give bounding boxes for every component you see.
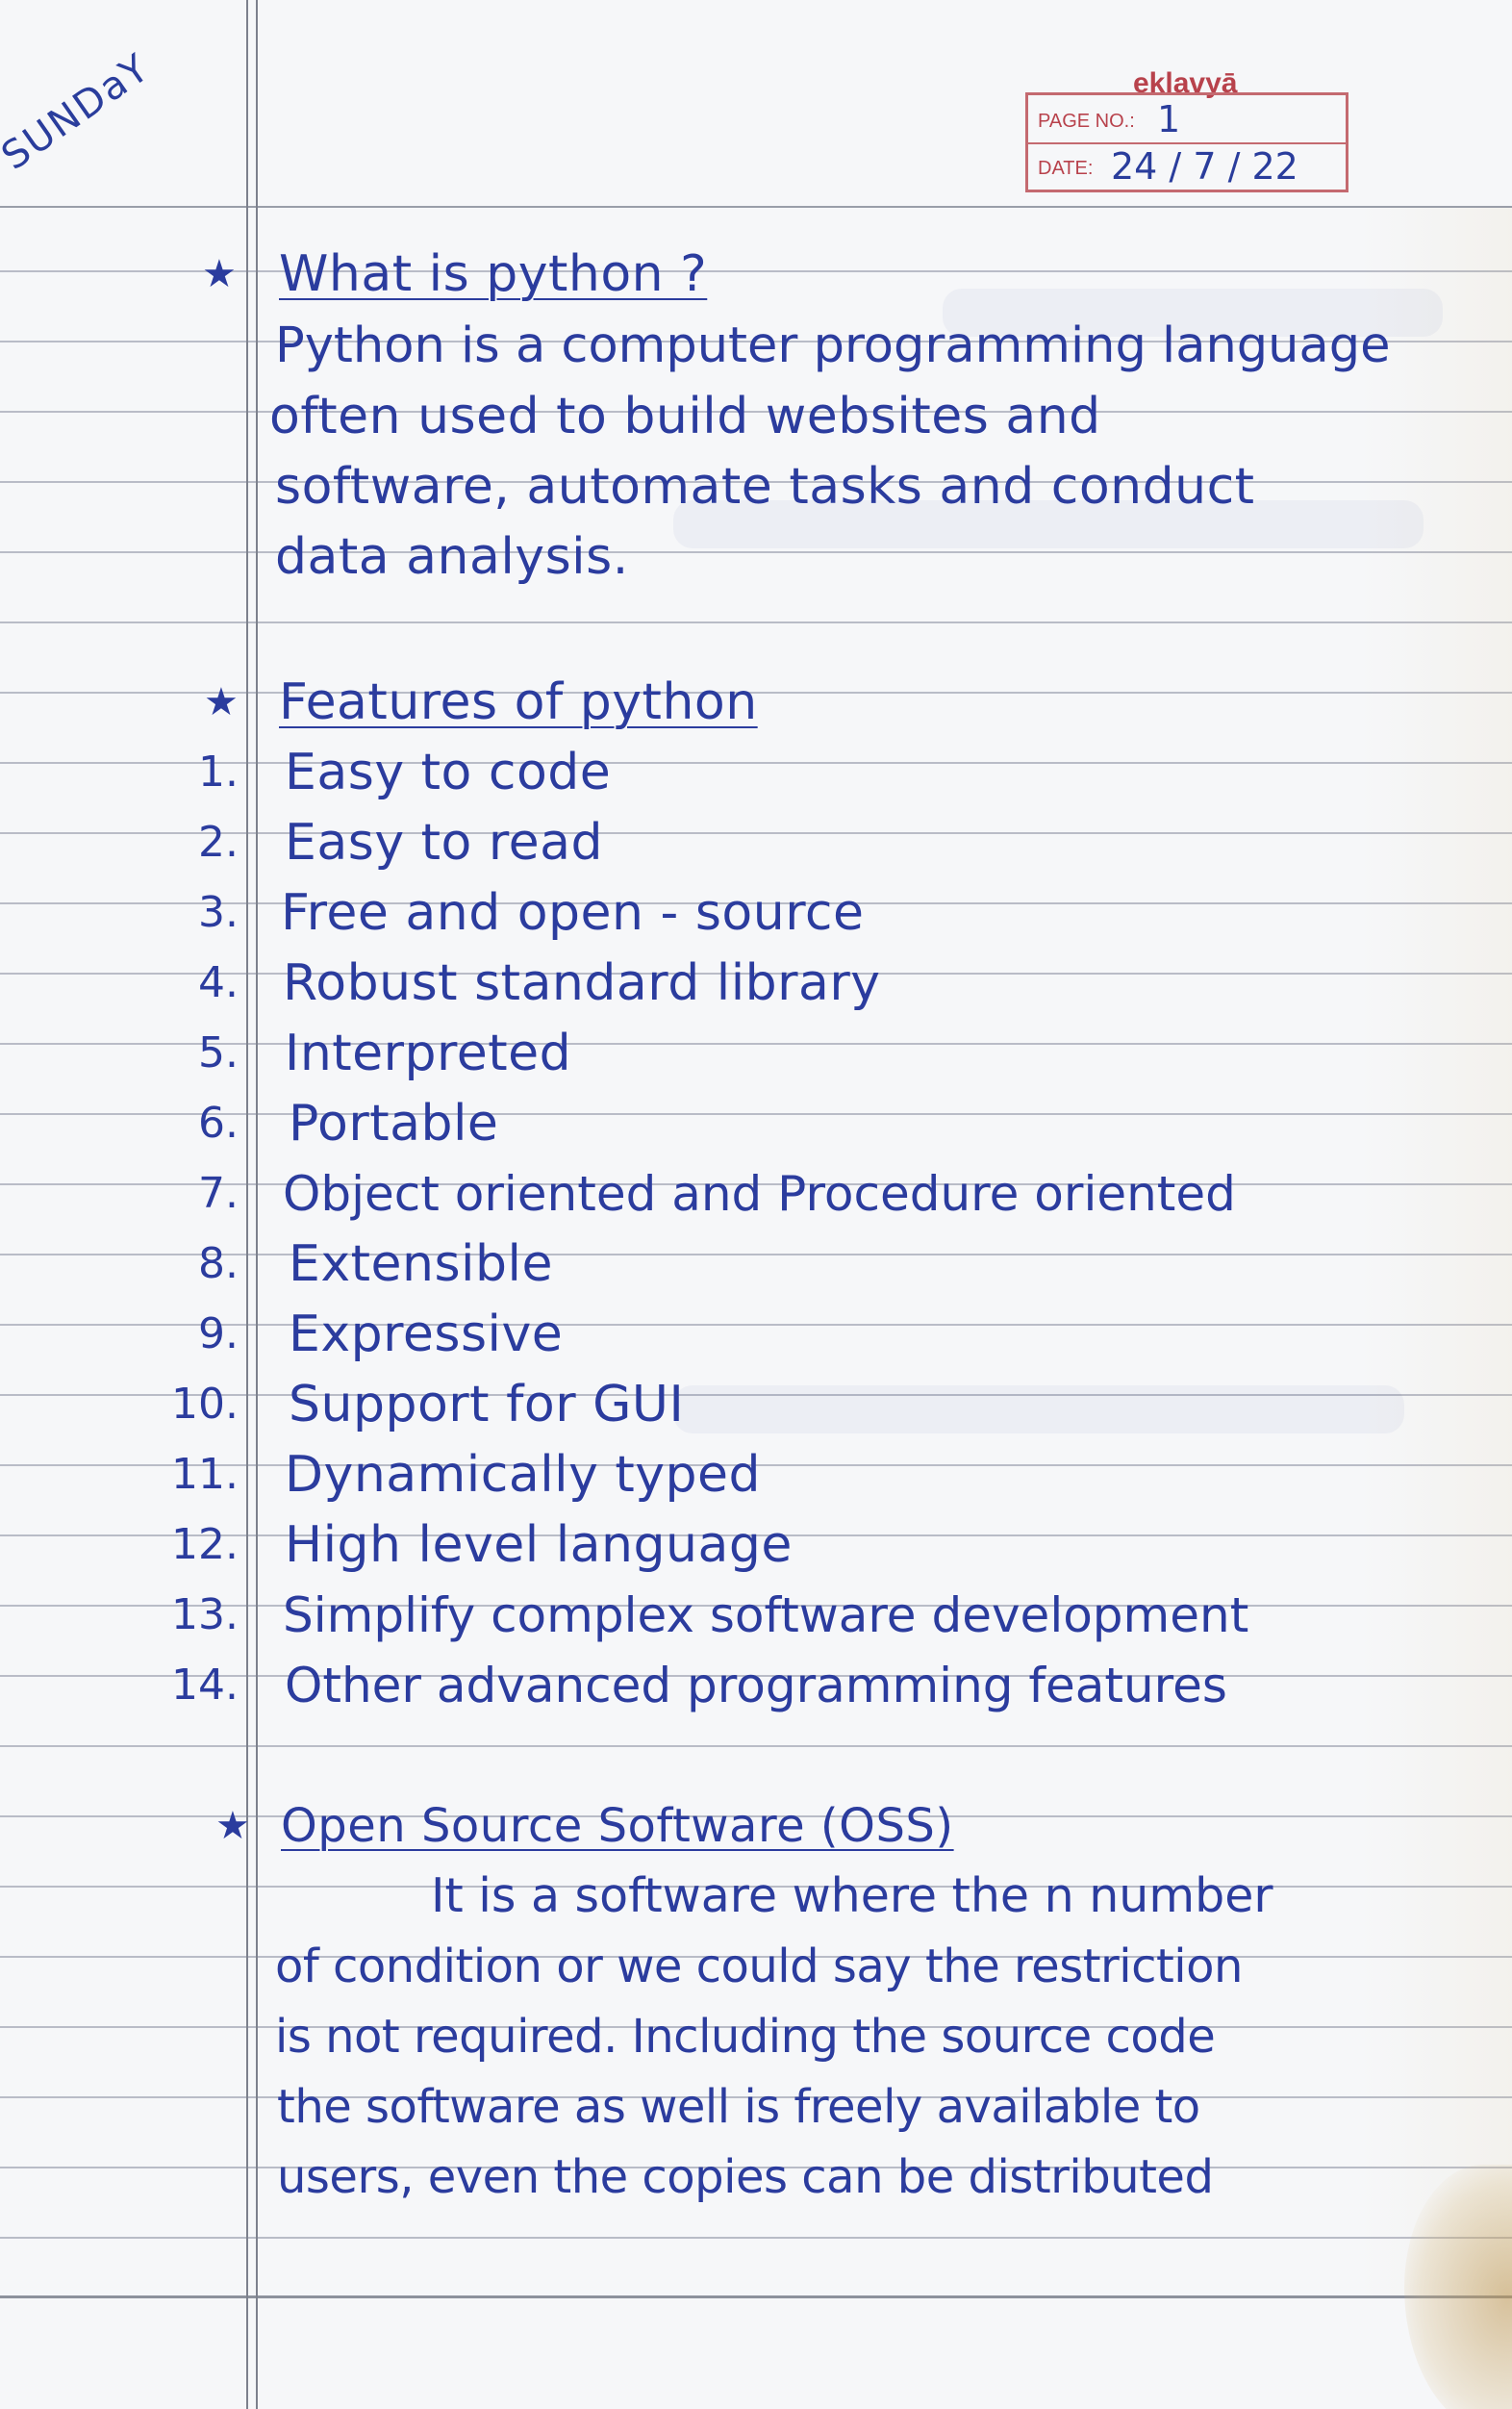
list-item: Simplify complex software development: [283, 1587, 1249, 1643]
page-number-label: PAGE NO.:: [1038, 111, 1135, 132]
section-heading-features: Features of python: [279, 673, 758, 731]
list-number: 4.: [198, 958, 239, 1007]
paragraph-line: the software as well is freely available…: [277, 2080, 1200, 2134]
list-item: Robust standard library: [283, 954, 881, 1012]
date-row: DATE: 24 / 7 / 22: [1028, 142, 1346, 190]
section-heading-oss: Open Source Software (OSS): [281, 1799, 954, 1853]
list-number: 10.: [171, 1380, 239, 1429]
paragraph-line: software, automate tasks and conduct: [275, 458, 1255, 516]
list-item: Expressive: [289, 1306, 564, 1363]
list-number: 12.: [171, 1520, 239, 1569]
list-number: 6.: [198, 1099, 239, 1148]
page-header-band: [0, 0, 1512, 208]
paragraph-line: It is a software where the n number: [431, 1868, 1273, 1923]
page-info-box: PAGE NO.: 1 DATE: 24 / 7 / 22: [1025, 92, 1348, 192]
bullet-star-icon: ★: [202, 252, 237, 296]
list-item: Portable: [289, 1095, 499, 1153]
page-footer-band: [0, 2295, 1512, 2409]
page-number-row: PAGE NO.: 1: [1028, 95, 1346, 144]
list-number: 11.: [171, 1450, 239, 1499]
list-number: 2.: [198, 818, 239, 867]
paragraph-line: often used to build websites and: [269, 388, 1101, 445]
bullet-star-icon: ★: [215, 1804, 250, 1848]
list-item: Interpreted: [285, 1025, 572, 1082]
paragraph-line: users, even the copies can be distribute…: [277, 2150, 1214, 2204]
paragraph-line: is not required. Including the source co…: [275, 2010, 1216, 2064]
list-item: High level language: [285, 1516, 793, 1574]
list-item: Extensible: [289, 1235, 553, 1293]
list-item: Easy to read: [285, 814, 603, 872]
bullet-star-icon: ★: [204, 680, 239, 724]
page-number-value: 1: [1157, 98, 1181, 140]
list-number: 5.: [198, 1028, 239, 1078]
list-item: Object oriented and Procedure oriented: [283, 1166, 1236, 1222]
list-number: 8.: [198, 1239, 239, 1288]
list-number: 9.: [198, 1309, 239, 1358]
list-item: Free and open - source: [281, 884, 865, 942]
bleed-through-mark: [673, 1385, 1404, 1433]
list-number: 3.: [198, 888, 239, 937]
section-heading-what-is-python: What is python ?: [279, 245, 708, 303]
paragraph-line: Python is a computer programming languag…: [275, 317, 1391, 374]
paragraph-line: data analysis.: [275, 528, 629, 586]
date-value: 24 / 7 / 22: [1111, 145, 1298, 188]
list-number: 7.: [198, 1169, 239, 1218]
list-number: 14.: [171, 1661, 239, 1710]
list-item: Easy to code: [285, 744, 612, 801]
list-item: Dynamically typed: [285, 1446, 762, 1504]
margin-line-right: [256, 0, 258, 2409]
list-item: Support for GUI: [289, 1376, 685, 1433]
list-item: Other advanced programming features: [285, 1658, 1227, 1713]
paragraph-line: of condition or we could say the restric…: [275, 1940, 1243, 1993]
list-number: 13.: [171, 1590, 239, 1639]
margin-line-left: [246, 0, 248, 2409]
list-number: 1.: [198, 748, 239, 797]
date-label: DATE:: [1038, 158, 1094, 179]
